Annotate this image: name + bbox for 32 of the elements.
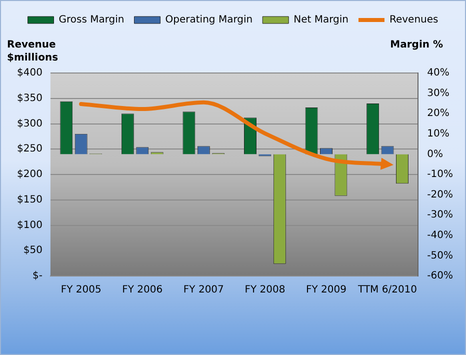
legend-label: Revenues (389, 14, 438, 26)
legend-label: Gross Margin (58, 14, 124, 26)
x-tick-label: FY 2008 (244, 284, 286, 296)
x-tick-label: FY 2006 (122, 284, 163, 296)
x-tick-label: TTM 6/2010 (357, 284, 418, 296)
y-tick-label: $200 (16, 169, 42, 180)
y2-tick-label: -40% (427, 230, 454, 241)
y2-tick-label: -50% (427, 250, 454, 262)
y-tick-label: $350 (16, 92, 42, 104)
y2-tick-label: 30% (427, 88, 450, 99)
legend-label: Net Margin (294, 14, 348, 26)
y2-tick-label: -60% (427, 270, 454, 282)
y-tick-label: $- (32, 270, 43, 282)
y-tick-label: $150 (16, 194, 42, 206)
y-tick-label: $100 (16, 220, 42, 231)
y2-tick-label: 10% (427, 128, 450, 140)
y2-tick-label: 40% (427, 68, 450, 79)
y2-tick-label: -30% (427, 210, 454, 221)
y2-tick-label: 20% (427, 108, 450, 120)
y-tick-label: $300 (16, 118, 42, 130)
y2-tick-label: -10% (427, 169, 454, 180)
y-tick-label: $50 (23, 245, 42, 256)
x-tick-label: FY 2007 (183, 284, 224, 296)
y-tick-label: $400 (16, 68, 42, 79)
x-tick-label: FY 2009 (306, 284, 346, 296)
y-axis-title: Revenue $millions (7, 40, 58, 64)
y2-tick-label: 0% (427, 148, 444, 160)
y2-tick-label: -20% (427, 189, 454, 200)
legend-label: Operating Margin (165, 14, 253, 26)
x-tick-label: FY 2005 (60, 284, 102, 296)
y-tick-label: $250 (16, 144, 42, 155)
y2-axis-title: Margin % (390, 40, 443, 51)
